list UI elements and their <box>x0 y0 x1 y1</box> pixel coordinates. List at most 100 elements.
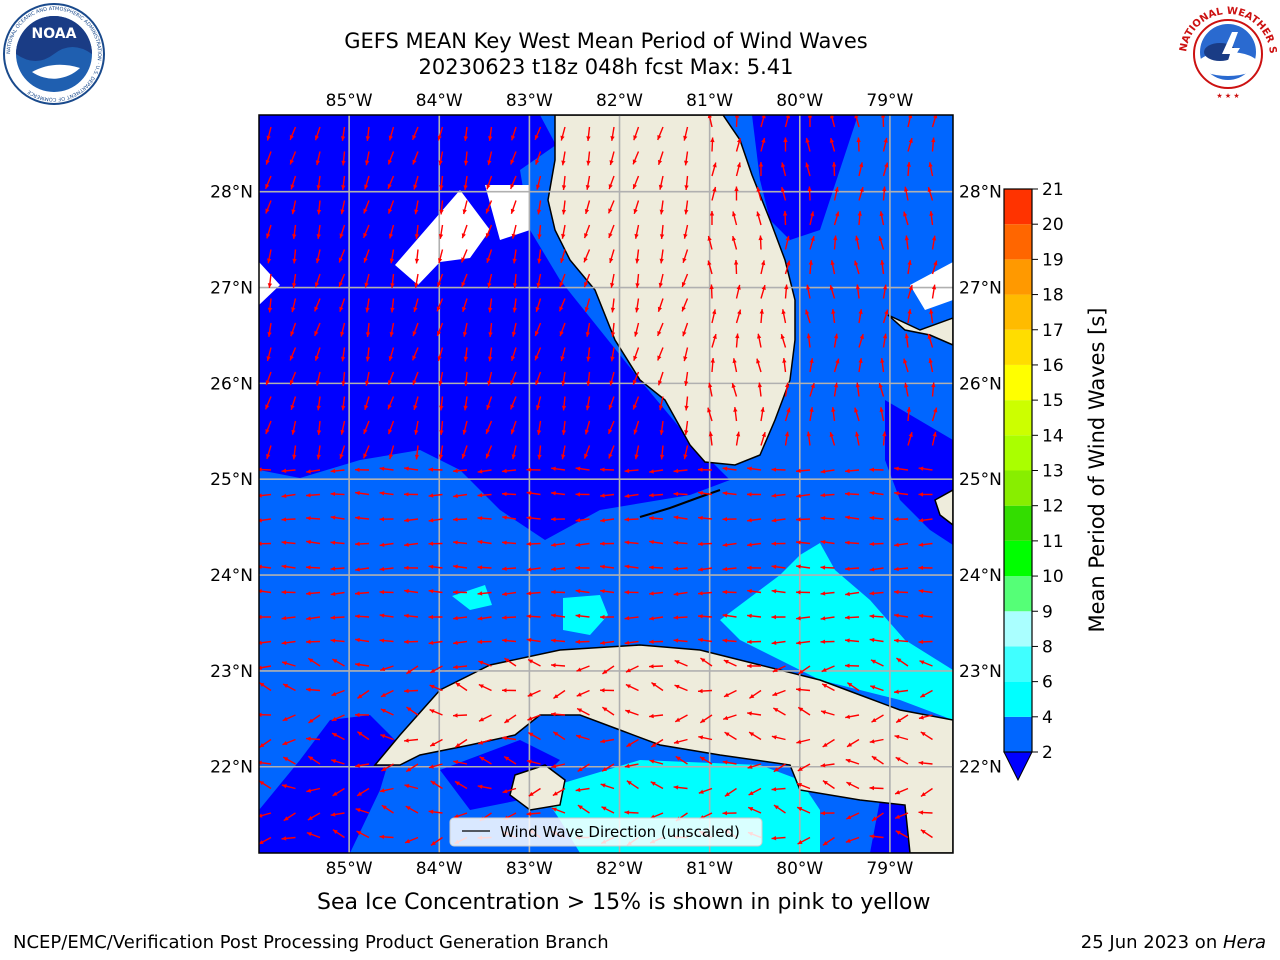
bahamas-island <box>934 489 953 526</box>
wind-arrow <box>289 371 297 386</box>
wind-arrow <box>282 756 296 765</box>
wind-arrow <box>315 249 321 264</box>
wind-arrow <box>684 420 689 435</box>
wind-arrow <box>282 683 296 692</box>
wind-arrow <box>339 224 346 239</box>
wind-arrow <box>485 445 493 459</box>
wind-arrow <box>463 371 469 386</box>
lon-label-top: 79°W <box>866 91 913 111</box>
wind-arrow <box>833 235 838 250</box>
wind-arrow <box>314 322 321 337</box>
wind-arrow <box>634 224 640 239</box>
wind-arrow <box>355 662 370 667</box>
wind-arrow <box>463 396 468 411</box>
wind-arrow <box>833 333 839 348</box>
wind-arrow <box>501 540 517 545</box>
colorbar-segment <box>1004 505 1032 541</box>
wind-arrow <box>527 658 541 667</box>
wind-arrow <box>404 466 419 471</box>
contour-under-2s <box>752 115 858 240</box>
wind-arrow <box>380 734 394 741</box>
wind-arrow <box>558 298 566 312</box>
wind-arrow <box>314 126 321 141</box>
wind-arrow <box>512 249 517 264</box>
wind-arrow <box>354 614 370 619</box>
wind-arrow <box>601 806 615 814</box>
wind-arrow <box>610 298 616 313</box>
wind-arrow <box>428 467 443 472</box>
wind-arrow <box>673 738 688 745</box>
wind-arrow <box>486 249 493 263</box>
wind-arrow <box>599 541 615 546</box>
colorbar-tick-label: 15 <box>1042 391 1064 411</box>
wind-arrow <box>339 445 346 460</box>
wind-arrow <box>341 151 346 166</box>
wind-arrow <box>710 357 715 373</box>
wind-arrow <box>756 333 762 348</box>
colorbar-tick-label: 2 <box>1042 743 1053 763</box>
wind-arrow <box>305 736 321 742</box>
wind-arrow <box>781 162 787 177</box>
colorbar-tick-label: 11 <box>1042 532 1064 552</box>
wind-arrow <box>796 564 811 569</box>
colorbar-segment <box>1004 681 1032 717</box>
wind-arrow <box>575 734 590 741</box>
missing-data <box>910 262 953 310</box>
wind-arrow <box>488 322 493 337</box>
wind-arrow <box>387 151 395 165</box>
wind-arrow <box>894 812 909 820</box>
wind-arrow <box>485 420 493 435</box>
wind-arrow <box>697 467 713 472</box>
lat-label-right: 25°N <box>959 470 1002 490</box>
wind-arrow <box>931 382 936 397</box>
wind-arrow <box>782 358 787 373</box>
wind-arrow <box>289 126 297 141</box>
wind-arrow <box>894 613 909 618</box>
colorbar-tick-label: 19 <box>1042 250 1064 270</box>
wind-arrow <box>856 137 861 152</box>
wind-arrow <box>379 834 394 840</box>
wind-arrow <box>316 445 321 460</box>
wind-arrow <box>931 284 937 299</box>
wind-arrow <box>882 333 888 348</box>
wind-arrow <box>833 358 840 373</box>
wind-arrow <box>781 309 787 324</box>
wind-arrow <box>698 515 713 521</box>
colorbar-segment <box>1004 189 1032 225</box>
wind-arrow <box>820 616 835 621</box>
wind-arrow <box>537 445 542 460</box>
wind-arrow <box>428 763 443 769</box>
wind-arrow <box>830 260 836 275</box>
wind-arrow <box>414 200 419 215</box>
wind-arrow <box>821 683 835 692</box>
wind-arrow <box>583 224 591 239</box>
wind-arrow <box>795 468 811 474</box>
wind-arrow <box>460 249 468 263</box>
wind-arrow <box>855 431 860 446</box>
wind-arrow <box>526 567 541 572</box>
wind-arrow <box>831 309 836 324</box>
wind-arrow <box>551 466 566 471</box>
wind-arrow <box>289 347 297 361</box>
wind-arrow <box>771 787 786 792</box>
wind-arrow <box>488 298 493 313</box>
wind-arrow <box>927 333 934 348</box>
arrow-legend-label: Wind Wave Direction (unscaled) <box>500 823 740 841</box>
wind-arrow <box>681 273 689 288</box>
wind-arrow <box>747 466 762 471</box>
wind-arrow <box>331 732 345 741</box>
wind-arrow <box>796 806 811 814</box>
wind-arrow <box>771 541 786 546</box>
wind-arrow <box>871 714 884 723</box>
wind-arrow <box>735 333 740 348</box>
wind-arrow <box>723 689 737 698</box>
wind-arrow <box>477 616 492 621</box>
wind-arrow <box>882 186 887 201</box>
wind-arrow <box>844 491 860 497</box>
wind-arrow <box>649 469 664 474</box>
wind-arrow <box>931 115 938 128</box>
wind-arrow <box>365 126 371 141</box>
wind-arrow <box>724 787 737 797</box>
wind-arrow <box>486 396 493 410</box>
